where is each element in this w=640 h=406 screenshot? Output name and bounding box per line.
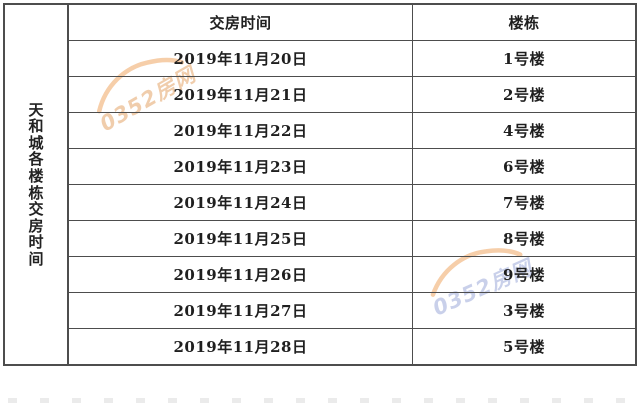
building-cell: 8号楼 bbox=[503, 230, 545, 248]
table-row: 2019年11月28日 5号楼 bbox=[69, 329, 635, 364]
delivery-date-cell: 2019年11月24日 bbox=[69, 185, 413, 220]
table-row: 2019年11月24日 7号楼 bbox=[69, 185, 635, 221]
building-cell: 6号楼 bbox=[503, 158, 545, 176]
building-cell: 9号楼 bbox=[503, 266, 545, 284]
delivery-date-cell: 2019年11月25日 bbox=[69, 221, 413, 256]
delivery-schedule-table: 天和城各楼栋交房时间 交房时间 楼栋 2019年11月20日 1号楼 2019年… bbox=[3, 3, 637, 366]
table-row: 2019年11月20日 1号楼 bbox=[69, 41, 635, 77]
table-title: 天和城各楼栋交房时间 bbox=[28, 100, 44, 268]
delivery-date-cell: 2019年11月27日 bbox=[69, 293, 413, 328]
table-header-row: 交房时间 楼栋 bbox=[69, 5, 635, 41]
table-row: 2019年11月22日 4号楼 bbox=[69, 113, 635, 149]
delivery-date-cell: 2019年11月28日 bbox=[69, 329, 413, 364]
building-cell: 7号楼 bbox=[503, 194, 545, 212]
column-header-building: 楼栋 bbox=[508, 14, 540, 32]
delivery-date-cell: 2019年11月22日 bbox=[69, 113, 413, 148]
faint-bottom-artifact bbox=[8, 398, 632, 403]
column-header-delivery-time: 交房时间 bbox=[69, 5, 413, 40]
delivery-date-cell: 2019年11月26日 bbox=[69, 257, 413, 292]
delivery-date-cell: 2019年11月21日 bbox=[69, 77, 413, 112]
building-cell: 3号楼 bbox=[503, 302, 545, 320]
building-cell: 2号楼 bbox=[503, 86, 545, 104]
building-cell: 4号楼 bbox=[503, 122, 545, 140]
building-cell: 1号楼 bbox=[503, 50, 545, 68]
delivery-date-cell: 2019年11月23日 bbox=[69, 149, 413, 184]
delivery-date-cell: 2019年11月20日 bbox=[69, 41, 413, 76]
table-title-cell: 天和城各楼栋交房时间 bbox=[5, 5, 69, 364]
building-cell: 5号楼 bbox=[503, 338, 545, 356]
table-row: 2019年11月25日 8号楼 bbox=[69, 221, 635, 257]
table-row: 2019年11月27日 3号楼 bbox=[69, 293, 635, 329]
table-row: 2019年11月23日 6号楼 bbox=[69, 149, 635, 185]
table-grid: 交房时间 楼栋 2019年11月20日 1号楼 2019年11月21日 2号楼 … bbox=[69, 5, 635, 364]
table-row: 2019年11月21日 2号楼 bbox=[69, 77, 635, 113]
table-row: 2019年11月26日 9号楼 bbox=[69, 257, 635, 293]
